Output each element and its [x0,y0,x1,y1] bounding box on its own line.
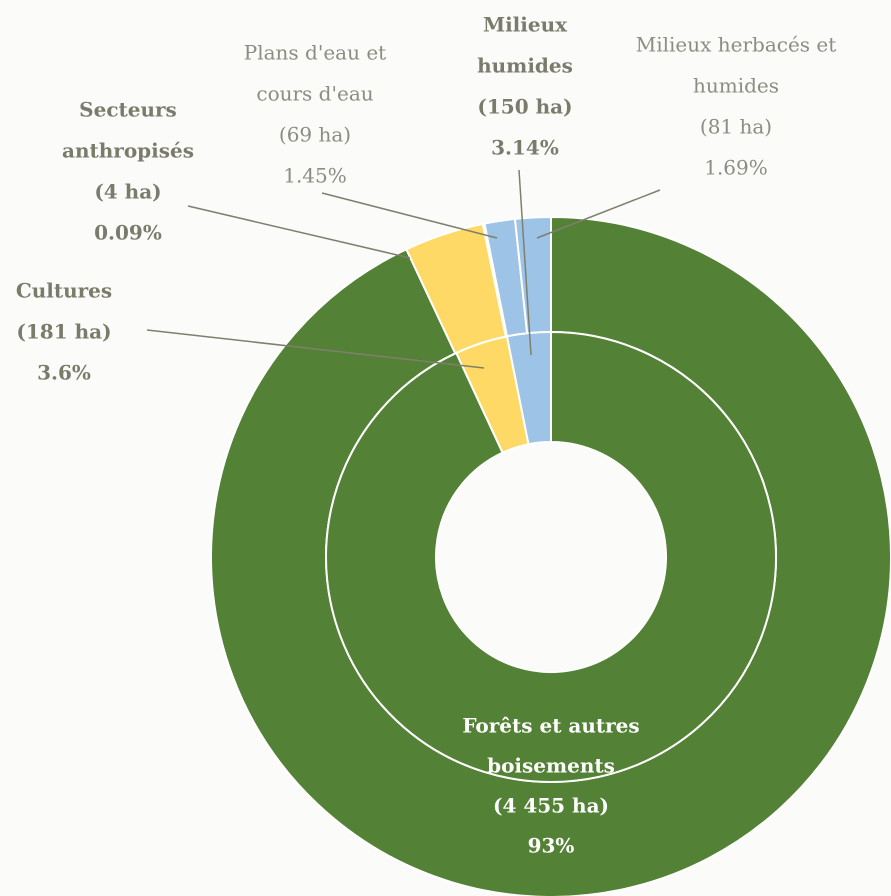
leader-line-cultures [146,329,485,369]
label-cultures-line-2: (181 ha) [16,320,111,344]
inner-slice-forets-et-autres-boisements [325,330,777,783]
label-milieux_humides-line-4: 3.14% [491,136,559,160]
label-herbaces-line-4: 1.69% [704,156,768,180]
leader-line-secteurs [187,205,411,259]
inner-ring [325,330,777,783]
label-secteurs-line-1: Secteurs [79,98,177,122]
label-milieux_humides-line-2: humides [477,54,573,78]
label-milieux_humides-line-1: Milieux [483,13,568,37]
data-labels: Secteurs anthropisés (4 ha) 0.09% Plans d'ea… [16,13,836,858]
label-secteurs-line-3: (4 ha) [94,180,161,204]
label-herbaces-line-3: (81 ha) [700,115,772,139]
label-milieux_humides-line-3: (150 ha) [477,95,572,119]
label-cultures-line-3: 3.6% [37,361,91,385]
leader-line-plans [321,192,498,239]
label-plans-line-2: cours d'eau [256,82,373,106]
inner-slice-milieux-humides [505,330,552,446]
label-plans-line-4: 1.45% [283,164,347,188]
label-forets-line-1: Forêts et autres [462,714,639,738]
label-herbaces-line-2: humides [693,74,779,98]
label-herbaces-line-1: Milieux herbacés et [636,33,837,57]
label-secteurs-line-2: anthropisés [62,139,194,163]
label-plans-line-3: (69 ha) [279,123,351,147]
leader-line-herbaces [536,189,661,239]
leader-lines [146,169,661,369]
label-forets-line-2: boisements [487,754,615,778]
leader-line-milieux_humides [518,169,532,356]
label-secteurs-line-4: 0.09% [94,221,162,245]
label-forets-line-3: (4 455 ha) [493,794,609,818]
label-forets-line-4: 93% [528,834,575,858]
label-plans-line-1: Plans d'eau et [244,41,386,65]
label-cultures-line-1: Cultures [16,279,112,303]
